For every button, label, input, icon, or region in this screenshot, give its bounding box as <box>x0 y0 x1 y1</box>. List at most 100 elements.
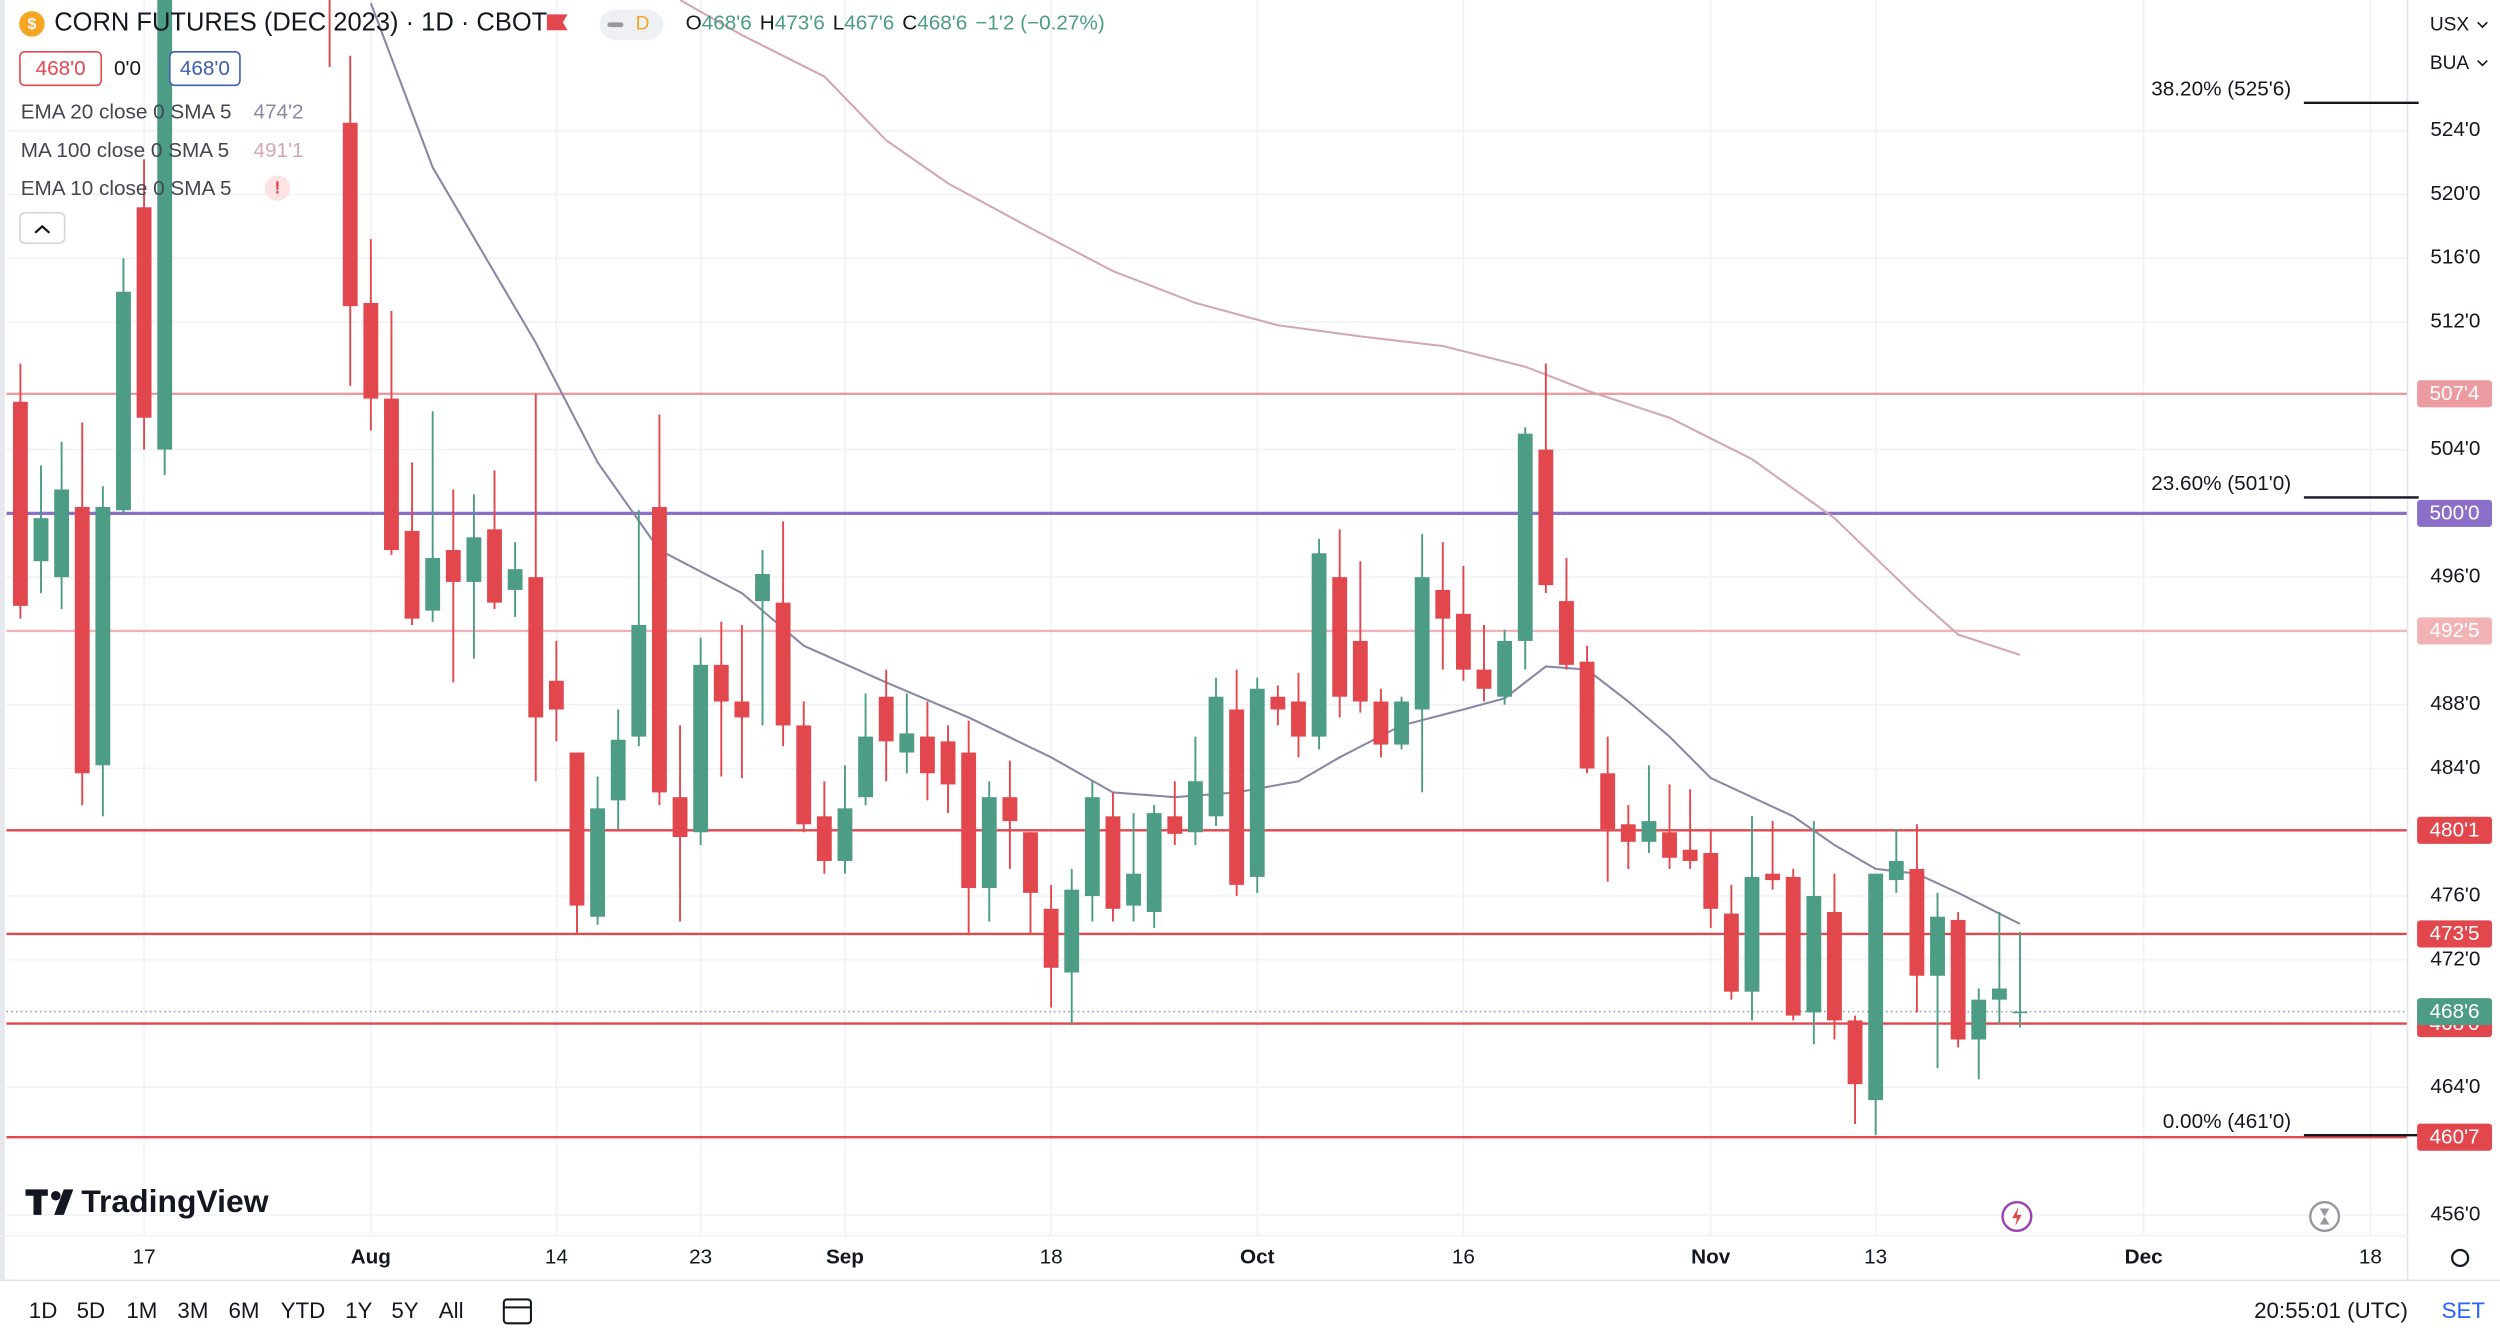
buy-price: 468'0 <box>180 57 230 80</box>
candle-body <box>569 752 585 906</box>
range-button[interactable]: 1Y <box>345 1298 372 1323</box>
candle-body <box>54 489 70 578</box>
unit-select[interactable]: BUA <box>2430 53 2470 74</box>
settings-icon[interactable] <box>2451 1248 2470 1268</box>
candle-body <box>1373 701 1389 745</box>
range-button[interactable]: 5Y <box>391 1298 418 1323</box>
symbol-icon-glyph: $ <box>27 16 36 33</box>
candle-body <box>1043 908 1059 968</box>
candle-body <box>1352 640 1368 702</box>
range-button[interactable]: 1D <box>29 1298 58 1323</box>
replay-icon[interactable] <box>2309 1200 2341 1233</box>
candle-body <box>755 573 770 602</box>
x-tick-label: 17 <box>133 1245 156 1268</box>
candle-body <box>858 736 874 798</box>
candle-body <box>116 291 131 511</box>
candle-body <box>95 507 111 766</box>
change: −1'2 (−0.27%) <box>975 12 1105 35</box>
candle-body <box>1394 701 1409 745</box>
candle-body <box>1187 781 1203 833</box>
x-tick-label: 13 <box>1864 1245 1887 1268</box>
y-tick-label: 496'0 <box>2430 565 2480 588</box>
buy-button[interactable] <box>169 51 241 87</box>
candle-body <box>796 725 812 825</box>
range-button[interactable]: All <box>439 1298 464 1323</box>
indicator-name[interactable]: EMA 20 close 0 SMA 5 <box>21 101 232 124</box>
clock[interactable]: 20:55:01 (UTC) <box>2254 1298 2408 1323</box>
candle-body <box>1991 988 2007 1000</box>
candle-body <box>1023 832 1038 893</box>
indicator-legend: EMA 20 close 0 SMA 5 474'2 MA 100 close 0 … <box>21 101 304 162</box>
range-button[interactable]: YTD <box>281 1298 326 1323</box>
candle-body <box>1435 589 1451 619</box>
x-tick-label: Oct <box>1240 1245 1275 1268</box>
candle-body <box>342 122 358 307</box>
settings-link[interactable]: SET <box>2442 1298 2486 1323</box>
y-tick-label: 504'0 <box>2430 437 2480 460</box>
spread: 0'0 <box>114 57 141 80</box>
indicator-name[interactable]: EMA 10 close 0 SMA 5 <box>21 177 232 200</box>
y-tick-label: 524'0 <box>2430 118 2480 141</box>
candle-body <box>1270 696 1286 710</box>
candle-body <box>1579 661 1595 769</box>
candle-body <box>1538 449 1554 586</box>
range-button[interactable]: 5D <box>77 1298 106 1323</box>
y-tick-label: 476'0 <box>2430 883 2480 906</box>
indicator-warning[interactable] <box>264 175 291 201</box>
candle-body <box>1641 821 1657 842</box>
plot-area <box>6 0 2408 1139</box>
price-label-box <box>2417 816 2493 844</box>
flag-icon[interactable] <box>546 14 568 31</box>
candle-body <box>1084 797 1100 897</box>
price-label-box <box>2417 920 2493 948</box>
candle-body <box>548 680 564 710</box>
candle-body <box>1311 553 1327 737</box>
candle-body <box>1455 613 1471 670</box>
collapse-icon <box>34 224 51 234</box>
candle-body <box>940 741 956 785</box>
ohlc-key: C <box>902 12 917 35</box>
price-label: 473'5 <box>2430 922 2480 945</box>
price-label-box <box>2417 617 2493 645</box>
chevron <box>2477 60 2488 67</box>
indicator-name[interactable]: MA 100 close 0 SMA 5 <box>21 139 229 162</box>
candle-body <box>487 529 502 603</box>
range-button[interactable]: 1M <box>126 1298 157 1323</box>
candle-body <box>1517 433 1533 641</box>
ohlc-value: 468'6 <box>917 12 967 35</box>
range-button[interactable]: 3M <box>177 1298 208 1323</box>
candle-body <box>1785 876 1801 1016</box>
status-pill[interactable] <box>599 9 664 40</box>
axes: 456'0 464'0 472'0 476'0 484'0 488'0 496'0 504'0… <box>133 78 2493 1268</box>
candle-body <box>384 398 399 551</box>
calendar-icon[interactable] <box>502 1298 532 1325</box>
candle-body <box>74 507 90 774</box>
candle-body <box>466 537 482 582</box>
logo[interactable]: TradingView <box>25 1183 269 1219</box>
candle-body <box>1827 911 1842 1021</box>
replay-glyph <box>2319 1208 2330 1225</box>
ohlc-value: 468'6 <box>702 12 752 35</box>
candle-body <box>631 624 647 737</box>
candle-body <box>652 507 667 793</box>
range-button[interactable]: 6M <box>228 1298 259 1323</box>
candle-body <box>1105 816 1121 909</box>
sell-button[interactable] <box>19 51 103 87</box>
x-tick-label: 14 <box>545 1245 568 1268</box>
symbol-title[interactable]: CORN FUTURES (DEC 2023) · 1D · CBOT <box>54 9 547 37</box>
currency-select[interactable]: USX <box>2430 15 2470 36</box>
fib-label: 0.00% (461'0) <box>2163 1110 2291 1133</box>
candle-body <box>981 797 997 889</box>
candle-body <box>1146 813 1162 912</box>
fib-label: 38.20% (525'6) <box>2151 78 2291 101</box>
candle-body <box>1662 832 1677 858</box>
ohlc-value: 473'6 <box>775 12 825 35</box>
collapse-button[interactable] <box>19 212 66 244</box>
ohlc-key: O <box>686 12 702 35</box>
symbol-icon <box>19 11 45 37</box>
candle-body <box>1002 797 1018 822</box>
candle-body <box>837 808 853 861</box>
